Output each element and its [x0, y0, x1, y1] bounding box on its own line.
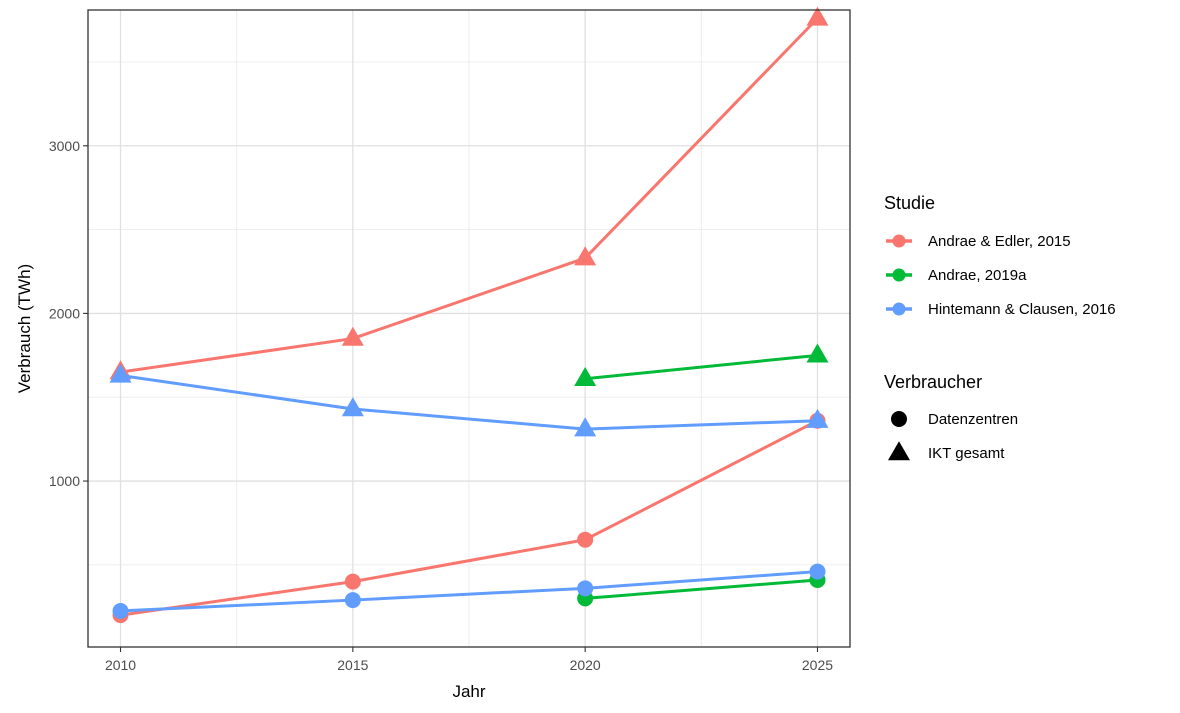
x-tick-label: 2015	[337, 657, 368, 673]
data-point-circle	[112, 602, 129, 619]
legend-studie-entry: Andrae, 2019a	[886, 267, 1027, 284]
data-point-circle	[809, 563, 826, 580]
data-point-triangle	[806, 6, 829, 26]
plot-border	[87, 9, 851, 648]
legend-verbraucher-label: Datenzentren	[928, 411, 1018, 428]
series-5	[112, 563, 826, 619]
legend-studie: Studie Andrae & Edler, 2015 Andrae, 2019a…	[884, 193, 1116, 318]
y-tick-label: 2000	[49, 305, 80, 321]
legend-triangle-key	[888, 441, 910, 461]
series-line	[120, 373, 818, 431]
x-axis-title: Jahr	[452, 682, 485, 701]
legend-studie-entry: Andrae & Edler, 2015	[886, 233, 1071, 250]
legend-point-key	[892, 302, 906, 316]
legend-studie-title: Studie	[884, 193, 935, 213]
x-tick-label: 2020	[570, 657, 601, 673]
data-point-triangle	[574, 246, 597, 266]
series-line	[585, 578, 818, 600]
legend-studie-label: Hintemann & Clausen, 2016	[928, 301, 1116, 318]
data-point-triangle	[574, 417, 597, 437]
data-point-triangle	[574, 366, 597, 387]
data-point-triangle	[341, 326, 364, 346]
series-line	[120, 570, 818, 613]
data-point-circle	[577, 580, 594, 597]
y-tick-label: 1000	[49, 473, 80, 489]
legend-point-key	[892, 268, 906, 282]
x-tick-label: 2025	[802, 657, 833, 673]
data-point-triangle	[806, 408, 829, 428]
series-line	[120, 17, 819, 374]
legend-studie-label: Andrae & Edler, 2015	[928, 233, 1071, 250]
data-point-triangle	[109, 363, 132, 383]
x-tick-label: 2010	[105, 657, 136, 673]
y-tick-label: 3000	[49, 138, 80, 154]
data-point-circle	[577, 531, 594, 548]
data-point-circle	[344, 573, 361, 590]
legend-verbraucher-title: Verbraucher	[884, 372, 982, 392]
legend-verbraucher-entry: IKT gesamt	[888, 441, 1005, 462]
legend-verbraucher: Verbraucher Datenzentren IKT gesamt	[884, 372, 1018, 462]
axes: 2010 2015 2020 2025 1000 2000 3000	[49, 138, 833, 673]
legend-verbraucher-label: IKT gesamt	[928, 445, 1005, 462]
data-point-triangle	[341, 397, 364, 417]
data-point-circle	[344, 592, 361, 609]
series-line	[120, 419, 819, 617]
legend-studie-label: Andrae, 2019a	[928, 267, 1027, 284]
data-point-triangle	[806, 343, 829, 363]
legend-studie-entry: Hintemann & Clausen, 2016	[886, 301, 1116, 318]
legend-verbraucher-entry: Datenzentren	[891, 411, 1018, 428]
legend-circle-key	[891, 411, 907, 427]
data-series	[109, 6, 829, 624]
legend-point-key	[892, 234, 906, 248]
series-2	[574, 343, 829, 387]
y-axis-title: Verbrauch (TWh)	[15, 264, 34, 393]
series-line	[585, 353, 818, 381]
series-4	[109, 363, 829, 437]
